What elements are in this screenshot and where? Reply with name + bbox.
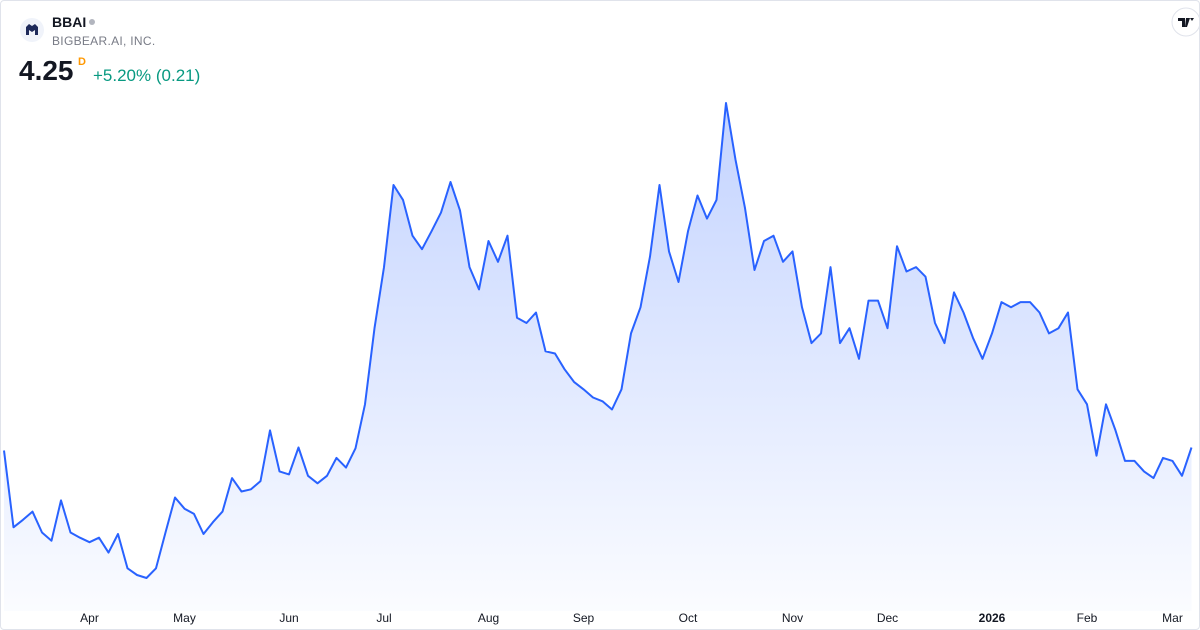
x-tick-label: Jun — [279, 611, 298, 625]
x-tick-label: Oct — [679, 611, 698, 625]
x-tick-label: Sep — [573, 611, 595, 625]
x-tick-label: May — [173, 611, 196, 625]
x-tick-label: Aug — [478, 611, 499, 625]
logo — [20, 18, 44, 42]
area-fill — [4, 103, 1192, 611]
x-tick-label: Jul — [376, 611, 391, 625]
x-tick-label: Mar — [1162, 611, 1183, 625]
brand-logo[interactable] — [1171, 7, 1200, 37]
symbol: BBAI — [52, 14, 87, 30]
x-tick-label: 2026 — [979, 611, 1006, 625]
x-tick-label: Feb — [1077, 611, 1098, 625]
price: 4.25 — [19, 55, 74, 86]
x-tick-label: Dec — [877, 611, 898, 625]
status-dot — [89, 19, 95, 25]
x-tick-label: Apr — [80, 611, 99, 625]
price-line — [3, 102, 1193, 579]
interval: D — [78, 56, 86, 68]
company-name: BIGBEAR.AI, INC. — [52, 34, 156, 48]
price-change: +5.20% (0.21) — [93, 66, 201, 85]
x-tick-label: Nov — [782, 611, 803, 625]
